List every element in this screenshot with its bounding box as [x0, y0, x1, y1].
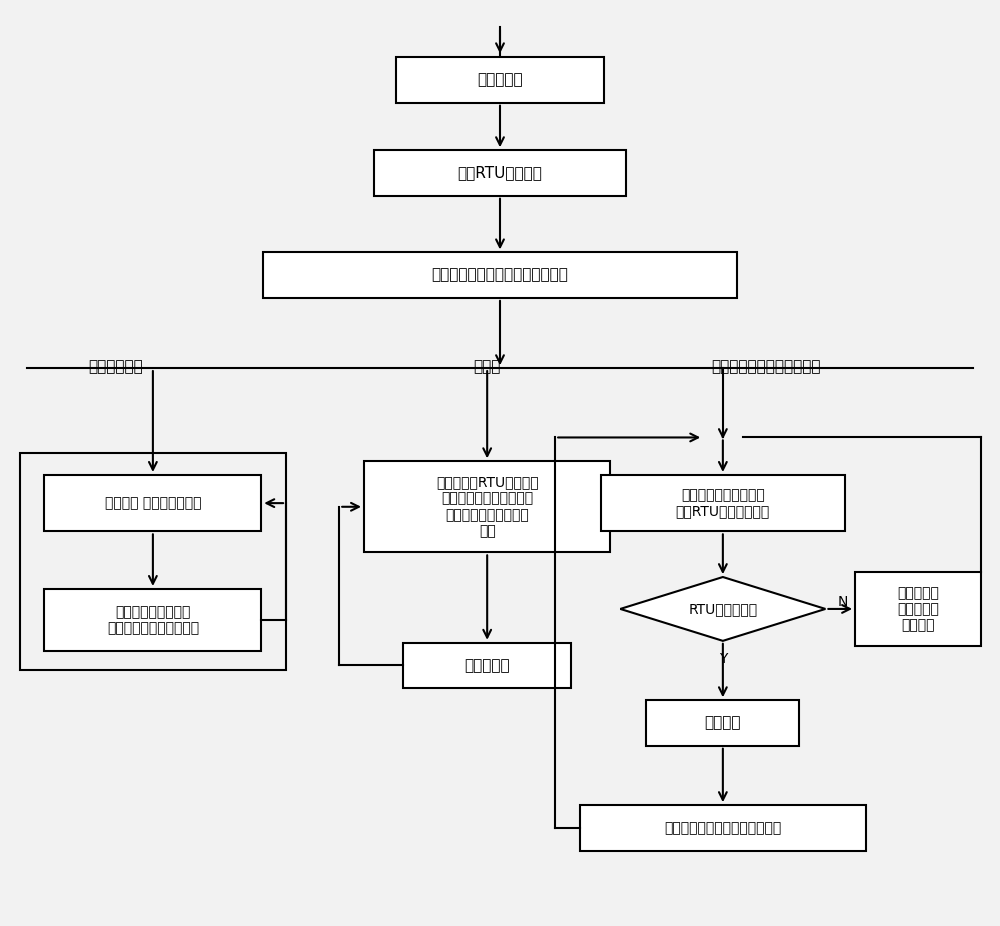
Text: 读取RTU配置文件: 读取RTU配置文件 [458, 166, 542, 181]
Text: 串口处理线程（每个串口）: 串口处理线程（每个串口） [712, 359, 821, 374]
Text: 解析组态 系统的数据请求: 解析组态 系统的数据请求 [105, 496, 201, 510]
Text: 依次读取挂在对应串口
上的RTU设备中的数据: 依次读取挂在对应串口 上的RTU设备中的数据 [676, 488, 770, 519]
FancyBboxPatch shape [396, 57, 604, 103]
Text: 网口处理线程: 网口处理线程 [88, 359, 143, 374]
FancyBboxPatch shape [601, 475, 845, 532]
FancyBboxPatch shape [374, 150, 626, 195]
Text: 将数据放入对应设备的映射区中: 将数据放入对应设备的映射区中 [664, 820, 781, 835]
Text: 数据处理: 数据处理 [705, 716, 741, 731]
FancyBboxPatch shape [263, 252, 737, 298]
FancyBboxPatch shape [44, 475, 261, 532]
Polygon shape [620, 577, 825, 641]
Text: 创建网口处理线程和串口处理线程: 创建网口处理线程和串口处理线程 [432, 268, 568, 282]
FancyBboxPatch shape [403, 643, 571, 688]
Text: 根据不同的RTU设备建立
对应的内存映射区，用以
将串口设备仿真成网口
设备: 根据不同的RTU设备建立 对应的内存映射区，用以 将串口设备仿真成网口 设备 [436, 475, 538, 538]
Text: Y: Y [719, 652, 727, 666]
FancyBboxPatch shape [580, 805, 866, 851]
FancyBboxPatch shape [364, 461, 610, 553]
Text: 主线程睡眠: 主线程睡眠 [464, 658, 510, 673]
Text: 从对应的设备映射区
中的数据反馈给组态系统: 从对应的设备映射区 中的数据反馈给组态系统 [107, 605, 199, 635]
Text: N: N [837, 594, 848, 608]
Text: 连续多次不
响应则判设
备不存在: 连续多次不 响应则判设 备不存在 [897, 586, 939, 632]
FancyBboxPatch shape [44, 589, 261, 651]
Text: 初始化串口: 初始化串口 [477, 72, 523, 87]
Text: RTU有无响应？: RTU有无响应？ [688, 602, 757, 616]
FancyBboxPatch shape [855, 571, 981, 646]
FancyBboxPatch shape [646, 700, 799, 745]
Text: 主线程: 主线程 [473, 359, 501, 374]
